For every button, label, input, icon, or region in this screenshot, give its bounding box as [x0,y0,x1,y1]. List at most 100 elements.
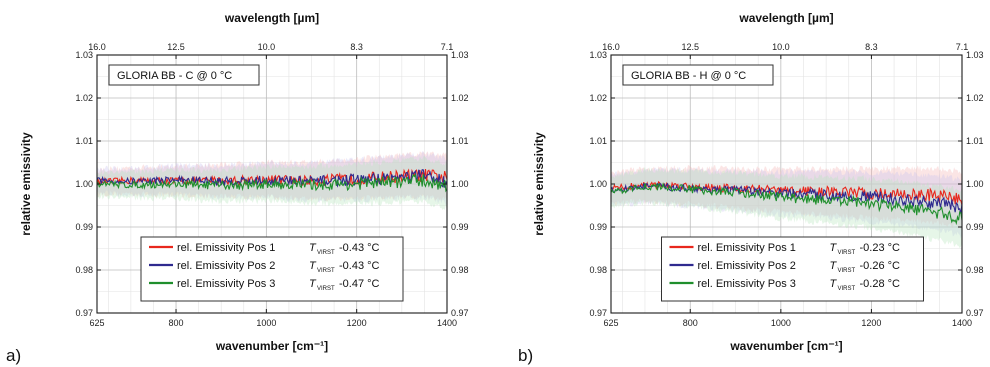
legend-temp-subscript: VIRST [838,268,856,274]
x-top-tick-label: 10.0 [258,42,276,52]
legend-temp-subscript: VIRST [838,286,856,292]
y-right-tick-label: 0.97 [451,308,469,318]
y-right-tick-label: 1.03 [966,50,984,60]
x-top-tick-label: 12.5 [681,42,699,52]
y-tick-label: 0.97 [589,308,607,318]
x-top-tick-label: 16.0 [602,42,620,52]
legend-label-pos3: rel. Emissivity Pos 3 [177,278,275,290]
legend-temp-value: -0.43 °C [339,242,380,254]
chart-panel-a: 625 16.0 800 12.5 1000 10.0 1200 8.3 1400 7.1 0.97… [6,11,469,365]
series-lines [610,180,963,226]
uncertainty-band-1 [611,165,962,230]
x-top-tick-label: 8.3 [865,42,878,52]
legend-temp-subscript: VIRST [838,250,856,256]
legend-box [661,236,924,302]
x-top-tick-label: 12.5 [167,42,185,52]
y-tick-label: 1.02 [589,93,607,103]
y-tick-label: 0.99 [589,222,607,232]
y-right-tick-label: 1.01 [451,136,469,146]
legend-temp-subscript: VIRST [317,250,335,256]
y-tick-label: 0.98 [75,265,93,275]
series-line-pos3 [610,182,963,226]
legend-temp-symbol: T [830,260,838,272]
axis-ticks: 625 16.0 800 12.5 1000 10.0 1200 8.3 1400 7.1 0.97… [75,42,468,328]
y-tick-label: 1.03 [589,50,607,60]
chart-title-box [622,64,774,86]
legend-temp-symbol: T [309,278,317,290]
y-right-tick-label: 1.03 [451,50,469,60]
y-tick-label: 0.99 [75,222,93,232]
x-tick-label: 800 [169,318,184,328]
legend: rel. Emissivity Pos 1 T VIRST -0.43 °Crel. … [140,236,404,302]
legend-label-pos2: rel. Emissivity Pos 2 [698,260,796,272]
legend-label-pos1: rel. Emissivity Pos 1 [698,242,796,254]
legend-temp-symbol: T [309,260,317,272]
y-right-tick-label: 1.00 [451,179,469,189]
axis-ticks: 625 16.0 800 12.5 1000 10.0 1200 8.3 1400 7.1 0.97… [589,42,983,328]
legend: rel. Emissivity Pos 1 T VIRST -0.23 °Crel. … [661,236,924,302]
x-top-axis-title: wavelength [µm] [738,11,833,25]
legend-temp-symbol: T [830,278,838,290]
panel-label: b) [518,346,533,365]
legend-temp-value: -0.23 °C [860,242,901,254]
y-tick-label: 1.00 [589,179,607,189]
y-right-tick-label: 1.01 [966,136,984,146]
series-line-pos2 [610,182,963,214]
y-right-tick-label: 1.00 [966,179,984,189]
x-top-tick-label: 7.1 [441,42,454,52]
x-top-tick-label: 8.3 [350,42,363,52]
y-right-tick-label: 0.99 [966,222,984,232]
y-tick-label: 1.00 [75,179,93,189]
legend-temp-subscript: VIRST [317,268,335,274]
legend-box [140,236,404,302]
y-tick-label: 1.02 [75,93,93,103]
legend-temp-value: -0.43 °C [339,260,380,272]
x-top-tick-label: 10.0 [772,42,790,52]
legend-temp-value: -0.47 °C [339,278,380,290]
legend-label-pos2: rel. Emissivity Pos 2 [177,260,275,272]
y-tick-label: 0.97 [75,308,93,318]
x-tick-label: 625 [603,318,618,328]
x-tick-label: 1400 [952,318,972,328]
x-top-tick-label: 7.1 [956,42,969,52]
y-right-tick-label: 0.97 [966,308,984,318]
legend-label-pos1: rel. Emissivity Pos 1 [177,242,275,254]
y-right-tick-label: 1.02 [451,93,469,103]
legend-temp-symbol: T [830,242,838,254]
legend-label-pos3: rel. Emissivity Pos 3 [698,278,796,290]
y-axis-title: relative emissivity [532,132,546,236]
uncertainty-band-2 [611,167,962,239]
x-tick-label: 625 [89,318,104,328]
x-axis-title: wavenumber [cm⁻¹] [729,339,842,353]
x-top-axis-title: wavelength [µm] [224,11,319,25]
legend-temp-symbol: T [309,242,317,254]
chart-title: GLORIA BB - C @ 0 °C [117,70,232,82]
chart-title: GLORIA BB - H @ 0 °C [631,70,746,82]
y-right-tick-label: 0.98 [966,265,984,275]
legend-temp-value: -0.26 °C [860,260,901,272]
y-tick-label: 1.01 [75,136,93,146]
y-tick-label: 0.98 [589,265,607,275]
x-tick-label: 800 [683,318,698,328]
y-right-tick-label: 0.98 [451,265,469,275]
y-tick-label: 1.01 [589,136,607,146]
series-line-pos3 [96,173,448,193]
x-tick-label: 1200 [347,318,367,328]
x-tick-label: 1400 [437,318,457,328]
uncertainty-band-3 [97,156,447,212]
chart-panel-b: 625 16.0 800 12.5 1000 10.0 1200 8.3 1400 7.1 0.97… [518,11,984,365]
panel-label: a) [6,346,21,365]
series-lines [96,168,448,193]
x-tick-label: 1000 [771,318,791,328]
y-right-tick-label: 0.99 [451,222,469,232]
y-tick-label: 1.03 [75,50,93,60]
chart-title-box [108,64,260,86]
x-tick-label: 1000 [256,318,276,328]
x-tick-label: 1200 [861,318,881,328]
legend-temp-value: -0.28 °C [860,278,901,290]
y-right-tick-label: 1.02 [966,93,984,103]
legend-temp-subscript: VIRST [317,286,335,292]
y-axis-title: relative emissivity [19,132,33,236]
